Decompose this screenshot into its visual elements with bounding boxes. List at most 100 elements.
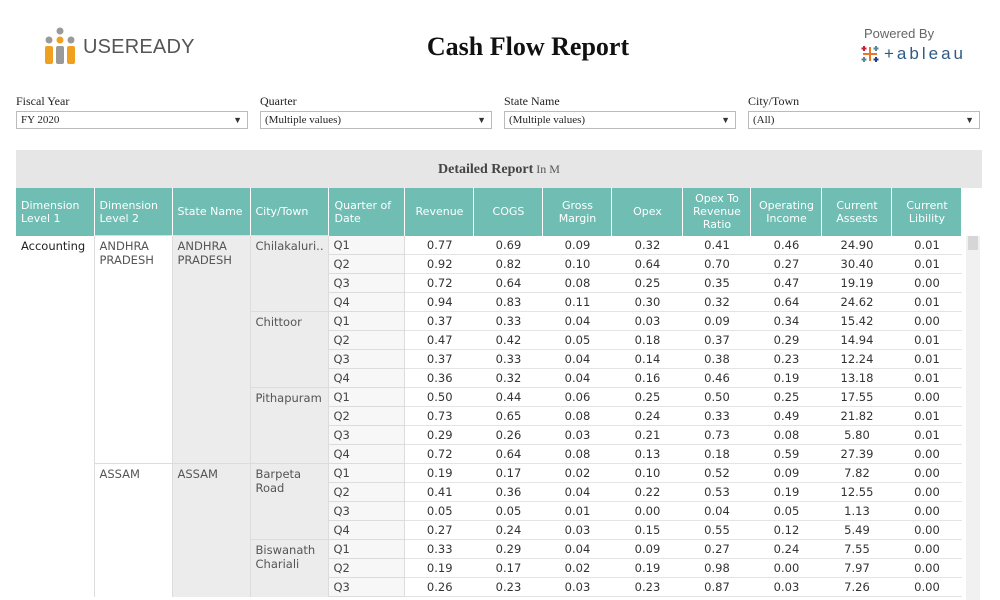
value-cell: 27.39 [821,444,892,464]
value-cell: 0.05 [750,501,822,521]
value-cell: 0.03 [542,520,612,540]
table-row[interactable]: Q3 0.26 0.23 0.03 0.23 0.87 0.03 7.26 0.00 [16,577,962,597]
value-cell: 17.55 [821,387,892,407]
value-cell: 0.19 [750,368,822,388]
filter-quarter: Quarter (Multiple values) ▼ [260,94,492,129]
value-cell: 0.29 [473,539,543,559]
value-cell: 0.30 [611,292,683,312]
table-row[interactable]: Biswanath Chariali Q1 0.33 0.29 0.04 0.09 0.27… [16,539,962,597]
value-cell: 0.05 [542,330,612,350]
table-row[interactable]: Q3 0.37 0.33 0.04 0.14 0.38 0.23 12.24 0.01 [16,349,962,369]
value-cell: 7.55 [821,539,892,559]
value-cell: 7.82 [821,463,892,483]
column-header[interactable]: Dimension Level 2 [94,188,173,236]
value-cell: 0.00 [891,482,962,502]
value-cell: 0.32 [682,292,751,312]
scrollbar-thumb[interactable] [968,236,978,250]
column-header[interactable]: State Name [172,188,251,236]
value-cell: 0.24 [750,539,822,559]
column-header[interactable]: Revenue [404,188,475,236]
table-row[interactable]: Chittoor Q1 0.37 0.33 0.04 0.03 0.09 0.34 15.42 0… [16,311,962,388]
value-cell: 0.03 [542,425,612,445]
value-cell: 0.59 [750,444,822,464]
value-cell: 0.73 [682,425,751,445]
column-header[interactable]: Opex To Revenue Ratio [682,188,752,236]
userready-logo-icon [45,27,75,64]
filter-fiscal-year: Fiscal Year FY 2020 ▼ [16,94,248,129]
value-cell: 0.00 [891,520,962,540]
value-cell: 0.70 [682,254,751,274]
value-cell: 0.00 [891,311,962,331]
quarter-cell: Q4 [328,520,406,540]
value-cell: 0.17 [473,558,543,578]
column-header[interactable]: City/Town [250,188,330,236]
vertical-scrollbar[interactable] [966,236,980,600]
table-row[interactable]: Q4 0.36 0.32 0.04 0.16 0.46 0.19 13.18 0.01 [16,368,962,388]
table-row[interactable]: Q2 0.92 0.82 0.10 0.64 0.70 0.27 30.40 0.01 [16,254,962,274]
value-cell: 0.33 [473,349,543,369]
column-header[interactable]: Current Libility [891,188,963,236]
value-cell: 0.11 [542,292,612,312]
value-cell: 0.13 [611,444,683,464]
table-row[interactable]: Q2 0.19 0.17 0.02 0.19 0.98 0.00 7.97 0.00 [16,558,962,578]
quarter-dropdown[interactable]: (Multiple values) ▼ [260,111,492,129]
quarter-cell: Q3 [328,501,406,521]
table-row[interactable]: Q2 0.47 0.42 0.05 0.18 0.37 0.29 14.94 0.01 [16,330,962,350]
dimension-level-2-cell: ASSAM [94,463,173,597]
table-row[interactable]: Q4 0.94 0.83 0.11 0.30 0.32 0.64 24.62 0.01 [16,292,962,312]
userready-logo: USEREADY [43,27,195,67]
value-cell: 0.46 [682,368,751,388]
value-cell: 0.23 [611,577,683,597]
dimension-level-2-cell: ANDHRA PRADESH [94,235,173,464]
value-cell: 0.26 [404,577,474,597]
value-cell: 0.10 [611,463,683,483]
quarter-cell: Q1 [328,311,406,331]
value-cell: 0.01 [891,349,962,369]
column-header[interactable]: COGS [473,188,544,236]
column-header[interactable]: Operating Income [750,188,823,236]
table-row[interactable]: Q3 0.29 0.26 0.03 0.21 0.73 0.08 5.80 0.01 [16,425,962,445]
table-row[interactable]: Q3 0.72 0.64 0.08 0.25 0.35 0.47 19.19 0.00 [16,273,962,293]
quarter-cell: Q1 [328,463,406,483]
column-header[interactable]: Dimension Level 1 [16,188,95,236]
value-cell: 1.13 [821,501,892,521]
value-cell: 0.03 [611,311,683,331]
table-row[interactable]: Accounting ANDHRA PRADESH ANDHRA PRADESH Ch… [16,235,962,597]
city-town-dropdown[interactable]: (All) ▼ [748,111,980,129]
value-cell: 12.24 [821,349,892,369]
city-town-cell: Biswanath Chariali [250,539,330,597]
value-cell: 0.01 [891,368,962,388]
value-cell: 0.41 [404,482,474,502]
value-cell: 24.90 [821,235,892,255]
value-cell: 0.04 [542,311,612,331]
state-name-dropdown[interactable]: (Multiple values) ▼ [504,111,736,129]
value-cell: 0.32 [473,368,543,388]
table-row[interactable]: Pithapuram Q1 0.50 0.44 0.06 0.25 0.50 0.25 17.5… [16,387,962,464]
value-cell: 0.04 [682,501,751,521]
quarter-cell: Q2 [328,406,406,426]
fiscal-year-dropdown[interactable]: FY 2020 ▼ [16,111,248,129]
value-cell: 7.97 [821,558,892,578]
table-row[interactable]: Q2 0.41 0.36 0.04 0.22 0.53 0.19 12.55 0.00 [16,482,962,502]
value-cell: 0.09 [611,539,683,559]
value-cell: 0.01 [891,254,962,274]
table-row[interactable]: Q4 0.72 0.64 0.08 0.13 0.18 0.59 27.39 0.00 [16,444,962,464]
table-row[interactable]: Q4 0.27 0.24 0.03 0.15 0.55 0.12 5.49 0.00 [16,520,962,540]
column-header[interactable]: Quarter of Date [328,188,406,236]
table-row[interactable]: Q2 0.73 0.65 0.08 0.24 0.33 0.49 21.82 0.01 [16,406,962,426]
column-header[interactable]: Opex [611,188,684,236]
value-cell: 0.23 [750,349,822,369]
value-cell: 0.27 [750,254,822,274]
column-header[interactable]: Gross Margin [542,188,613,236]
table-row[interactable]: Q3 0.05 0.05 0.01 0.00 0.04 0.05 1.13 0.00 [16,501,962,521]
value-cell: 0.37 [404,311,474,331]
value-cell: 5.80 [821,425,892,445]
column-header[interactable]: Current Assests [821,188,893,236]
powered-by-label: Powered By [864,26,935,41]
value-cell: 0.06 [542,387,612,407]
value-cell: 0.00 [891,387,962,407]
value-cell: 0.05 [473,501,543,521]
value-cell: 0.01 [891,292,962,312]
table-row[interactable]: ASSAM ASSAM Barpeta Road Q1 0.19 0.17 0.02 0.10… [16,463,962,597]
value-cell: 0.02 [542,558,612,578]
